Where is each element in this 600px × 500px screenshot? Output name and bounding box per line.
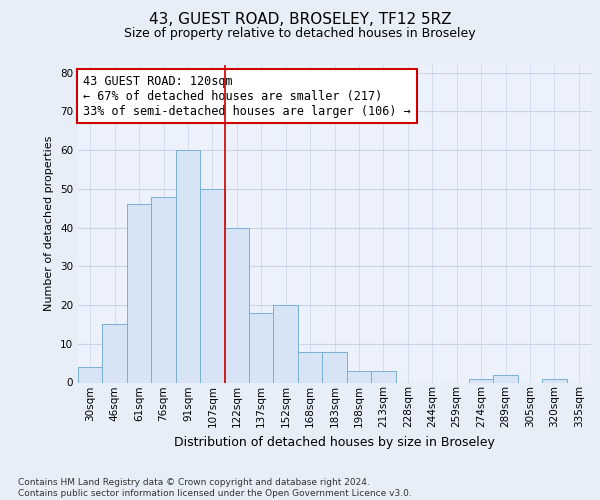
- Y-axis label: Number of detached properties: Number of detached properties: [44, 136, 55, 312]
- Text: 43 GUEST ROAD: 120sqm
← 67% of detached houses are smaller (217)
33% of semi-det: 43 GUEST ROAD: 120sqm ← 67% of detached …: [83, 74, 411, 118]
- Bar: [347, 371, 371, 382]
- Bar: [151, 196, 176, 382]
- X-axis label: Distribution of detached houses by size in Broseley: Distribution of detached houses by size …: [174, 436, 495, 448]
- Bar: [127, 204, 151, 382]
- Bar: [542, 378, 566, 382]
- Text: Contains HM Land Registry data © Crown copyright and database right 2024.
Contai: Contains HM Land Registry data © Crown c…: [18, 478, 412, 498]
- Bar: [249, 313, 274, 382]
- Bar: [200, 189, 224, 382]
- Bar: [469, 378, 493, 382]
- Text: Size of property relative to detached houses in Broseley: Size of property relative to detached ho…: [124, 28, 476, 40]
- Bar: [493, 375, 518, 382]
- Bar: [78, 367, 103, 382]
- Bar: [298, 352, 322, 382]
- Bar: [224, 228, 249, 382]
- Bar: [176, 150, 200, 382]
- Bar: [103, 324, 127, 382]
- Bar: [371, 371, 395, 382]
- Bar: [322, 352, 347, 382]
- Text: 43, GUEST ROAD, BROSELEY, TF12 5RZ: 43, GUEST ROAD, BROSELEY, TF12 5RZ: [149, 12, 451, 28]
- Bar: [274, 305, 298, 382]
